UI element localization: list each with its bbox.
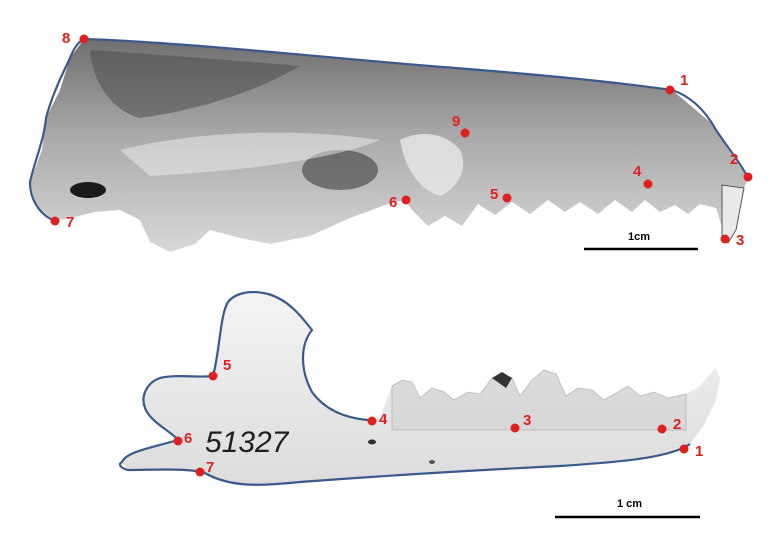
nasal-opening: [70, 182, 106, 198]
skull-landmarks: 1 2 3 4 5 6 7 8: [50, 30, 753, 249]
skull-landmark-8: 8: [62, 30, 89, 47]
landmark-label: 6: [184, 430, 192, 447]
mandible-landmark-3: 3: [510, 412, 531, 433]
mandible-landmark-1: 1: [679, 443, 703, 460]
landmark-dot: [643, 179, 653, 189]
landmark-dot: [79, 34, 89, 44]
skull-landmark-2: 2: [730, 151, 753, 182]
mandible-landmark-7: 7: [195, 459, 214, 477]
landmark-label: 6: [389, 194, 397, 211]
landmark-label: 3: [736, 232, 744, 249]
landmark-label: 4: [379, 411, 388, 428]
landmark-dot: [50, 216, 60, 226]
scale-bar-label: 1cm: [628, 231, 650, 243]
landmark-dot: [665, 85, 675, 95]
landmark-label: 3: [523, 412, 531, 429]
mandible-outline: [118, 291, 691, 486]
skull-landmark-7: 7: [50, 214, 74, 231]
specimen-number: 51327: [205, 426, 290, 459]
tooth-dark-tip: [492, 372, 512, 388]
skull-shadow: [90, 50, 300, 118]
skull-landmark-9: 9: [452, 113, 470, 138]
landmark-dot: [367, 416, 377, 426]
landmark-dot: [502, 193, 512, 203]
skull-specimen: [28, 37, 749, 252]
mandible-bone: [122, 292, 720, 485]
mandible-specimen: [118, 291, 720, 486]
landmark-label: 5: [223, 357, 231, 374]
landmark-label: 7: [206, 459, 214, 476]
mandible-landmarks: 1 2 3 4 5 6 7: [173, 357, 703, 477]
mental-foramen: [368, 439, 376, 445]
landmark-dot: [208, 371, 218, 381]
landmark-dot: [743, 172, 753, 182]
mandible-landmark-5: 5: [208, 357, 231, 381]
mandible-scale-bar: 1 cm: [555, 498, 700, 519]
landmark-dot: [195, 467, 205, 477]
skull-scale-bar: 1cm: [584, 231, 698, 251]
landmark-label: 4: [633, 163, 642, 180]
landmark-label: 1: [695, 443, 703, 460]
scale-bar-label: 1 cm: [617, 498, 642, 510]
skull-landmark-3: 3: [720, 232, 744, 249]
landmark-label: 8: [62, 30, 70, 47]
landmark-label: 1: [680, 72, 688, 89]
landmark-label: 2: [730, 151, 738, 168]
skull-landmark-6: 6: [389, 194, 411, 211]
mandible-teeth: [391, 369, 687, 431]
landmark-dot: [510, 423, 520, 433]
orbit-shadow: [302, 150, 378, 190]
canine-tooth: [721, 184, 745, 244]
landmark-dot: [720, 234, 730, 244]
mandible-landmark-6: 6: [173, 430, 192, 447]
skull-landmark-4: 4: [633, 163, 653, 189]
landmark-dot: [173, 436, 183, 446]
landmark-label: 2: [673, 416, 681, 433]
landmark-dot: [460, 128, 470, 138]
landmark-label: 7: [66, 214, 74, 231]
skull-outline: [28, 37, 749, 223]
mental-foramen: [429, 460, 435, 464]
landmark-dot: [657, 424, 667, 434]
mandible-landmark-4: 4: [367, 411, 388, 428]
zygomatic-arch: [400, 134, 464, 196]
skull-highlight: [120, 132, 380, 176]
landmark-dot: [401, 195, 411, 205]
skull-landmark-5: 5: [490, 186, 512, 203]
landmark-label: 9: [452, 113, 460, 130]
landmark-dot: [679, 444, 689, 454]
skull-landmark-1: 1: [665, 72, 688, 95]
landmark-label: 5: [490, 186, 498, 203]
mandible-landmark-2: 2: [657, 416, 681, 434]
